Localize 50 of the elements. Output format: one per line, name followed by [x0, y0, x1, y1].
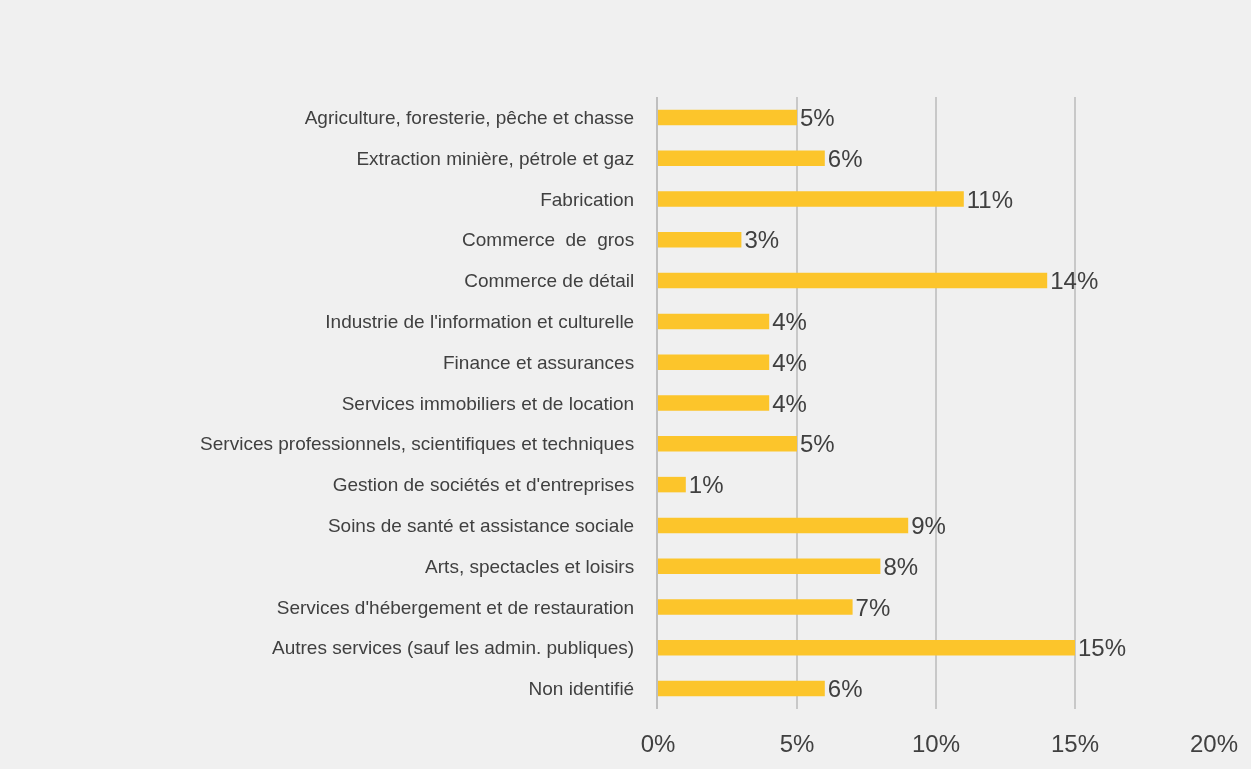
data-label: 1% — [688, 471, 724, 499]
data-label: 4% — [772, 348, 807, 376]
bar — [658, 476, 686, 493]
y-tick-label: Non identifié — [528, 678, 635, 700]
x-tick-label: 15% — [1050, 730, 1100, 757]
bar — [658, 191, 964, 207]
y-tick-label: Services immobiliers et de location — [341, 392, 635, 414]
bar — [658, 150, 825, 166]
y-tick-label: Finance et assurances — [443, 351, 635, 373]
x-tick-label: 10% — [911, 730, 961, 757]
y-tick-label: Services professionnels, scientifiques et techniques — [200, 433, 635, 455]
data-label: 4% — [772, 389, 807, 417]
y-tick-label: Extraction minière, pétrole et gaz — [356, 147, 635, 169]
bar — [658, 640, 1075, 656]
bar — [658, 313, 770, 330]
data-label: 14% — [1050, 267, 1099, 295]
y-tick-label: Arts, spectacles et loisirs — [425, 555, 635, 577]
bar — [658, 436, 797, 452]
y-tick-label: Commerce de détail — [464, 270, 635, 292]
data-label: 3% — [744, 226, 780, 254]
x-tick-label: 20% — [1189, 730, 1239, 757]
bar — [658, 272, 1048, 289]
bar — [658, 354, 770, 370]
y-tick-label: Gestion de sociétés et d'entreprises — [332, 474, 635, 496]
data-label: 4% — [772, 307, 807, 335]
y-tick-label: Soins de santé et assistance sociale — [327, 515, 635, 537]
y-tick-label: Autres services (sauf les admin. publiques) — [271, 637, 635, 659]
data-label: 8% — [883, 552, 919, 580]
bar — [658, 680, 825, 697]
bar — [658, 517, 909, 534]
data-label: 5% — [800, 430, 835, 458]
data-label: 6% — [827, 144, 863, 172]
data-label: 15% — [1078, 634, 1127, 662]
y-tick-label: Commerce de gros — [462, 229, 635, 251]
data-label: 7% — [855, 593, 891, 621]
y-tick-label: Industrie de l'information et culturelle — [325, 311, 635, 333]
data-label: 11% — [966, 185, 1014, 213]
y-tick-label: Agriculture, foresterie, pêche et chasse — [304, 107, 635, 129]
y-tick-label: Fabrication — [540, 188, 635, 210]
bar — [658, 558, 881, 574]
bar — [658, 395, 770, 411]
data-label: 5% — [800, 103, 835, 131]
x-tick-label: 5% — [779, 730, 815, 757]
y-tick-label: Services d'hébergement et de restauration — [276, 596, 635, 618]
data-label: 9% — [911, 511, 946, 539]
data-label: 6% — [827, 675, 863, 703]
bar — [658, 232, 742, 248]
bar — [658, 599, 853, 615]
bar — [658, 109, 797, 126]
x-tick-label: 0% — [640, 730, 676, 757]
